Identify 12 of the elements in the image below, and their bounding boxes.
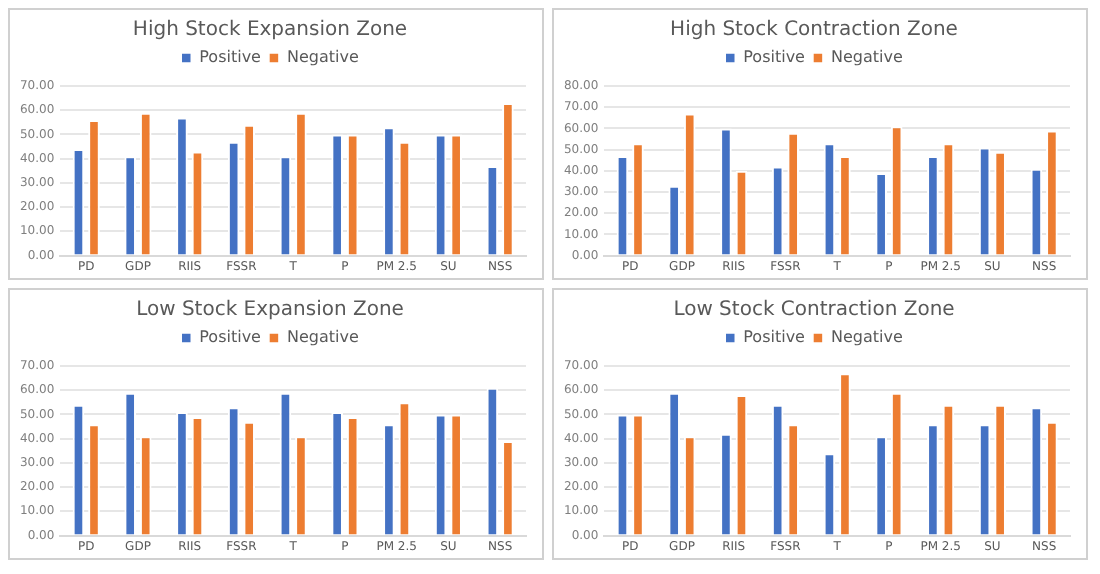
legend-label: Positive [199, 48, 262, 67]
chart-title: Low Stock Contraction Zone [673, 299, 955, 322]
legend-label: Negative [286, 48, 359, 67]
chart-title: High Stock Contraction Zone [670, 19, 958, 42]
legend-label: Negative [286, 328, 359, 347]
chart-title: Low Stock Expansion Zone [136, 299, 404, 322]
legend-label: Positive [199, 328, 262, 347]
chart-title: High Stock Expansion Zone [132, 19, 408, 42]
legend-label: Negative [830, 48, 903, 67]
legend-label: Negative [830, 328, 903, 347]
legend-label: Positive [743, 48, 806, 67]
legend-label: Positive [743, 328, 806, 347]
